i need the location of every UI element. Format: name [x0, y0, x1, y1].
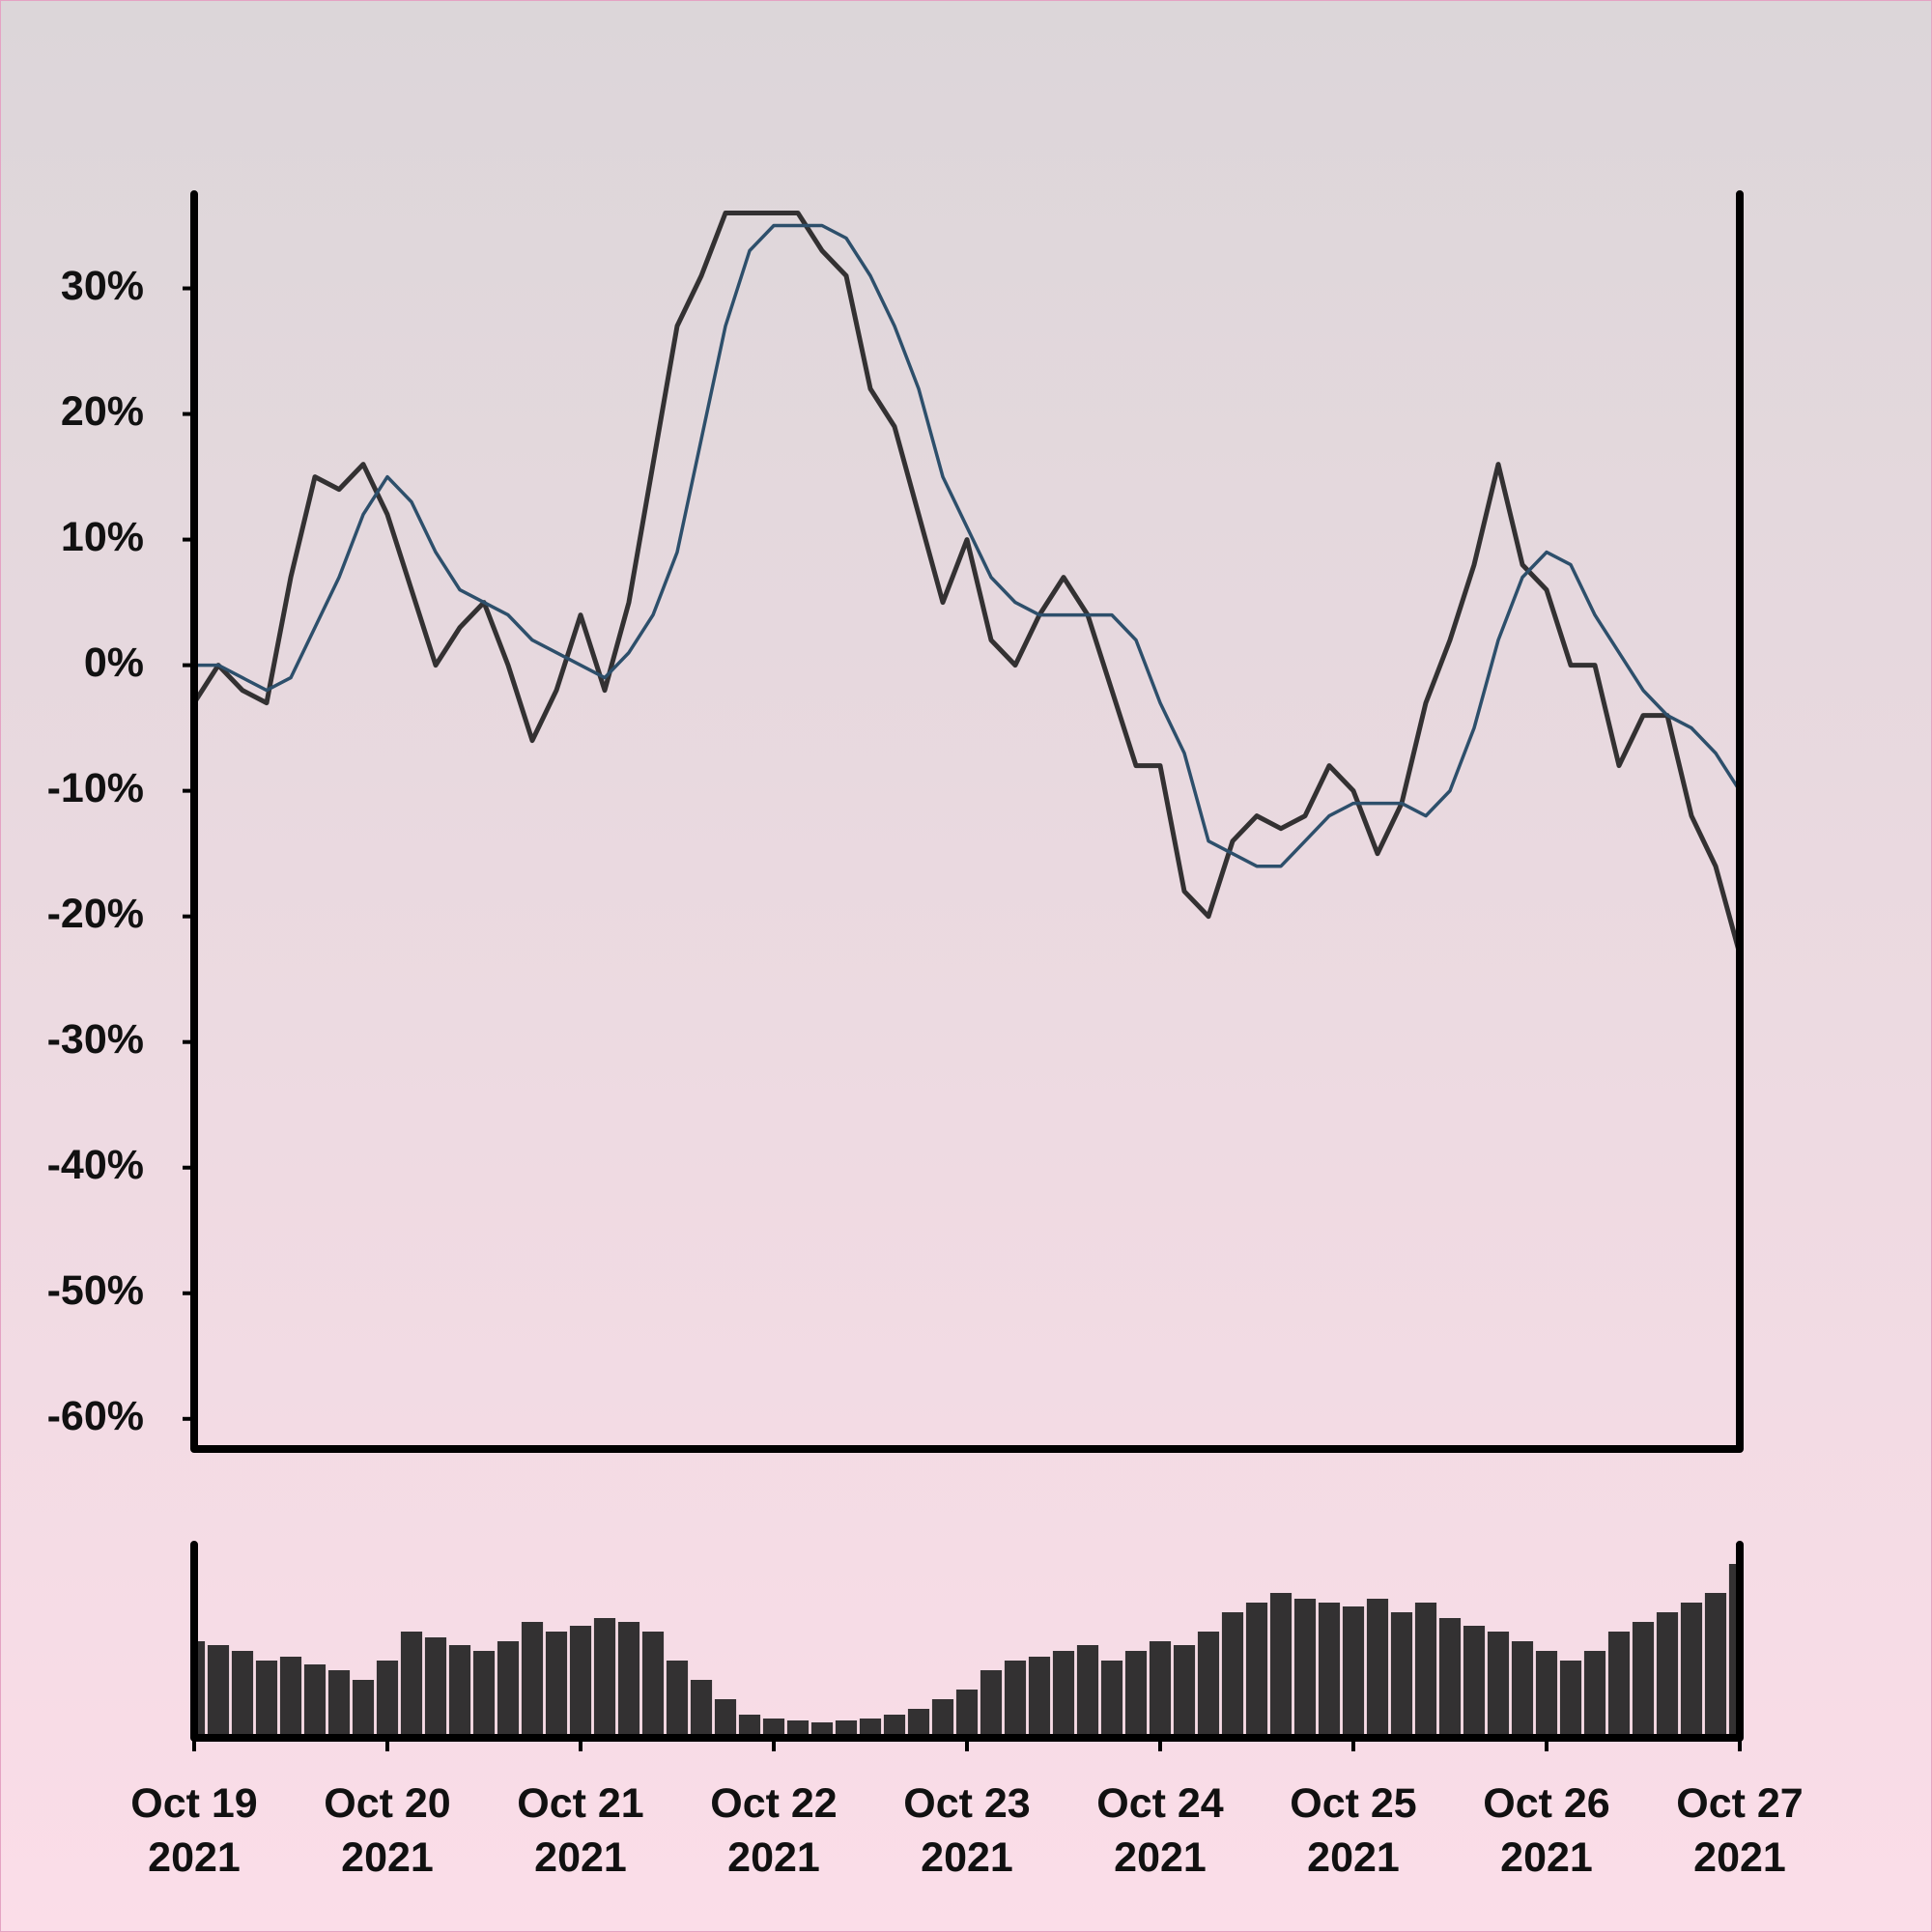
y-tick-label: -40%	[47, 1142, 144, 1188]
axes: -60% -50% -40% -30% -20% -10% 0% 10% 20% 30%	[47, 190, 1744, 1751]
volume-bar	[1390, 1612, 1413, 1738]
volume-bar	[786, 1720, 810, 1738]
volume-bar	[738, 1715, 761, 1738]
volume-bar	[1607, 1632, 1631, 1738]
volume-bar	[883, 1715, 906, 1738]
volume-bar	[521, 1622, 544, 1738]
volume-bar	[980, 1670, 1003, 1738]
volume-bar	[194, 1641, 206, 1738]
volume-bar	[641, 1632, 665, 1738]
x-tick-label: Oct 20 2021	[324, 1780, 451, 1881]
volume-bar	[762, 1719, 785, 1738]
x-tick-label: Oct 23 2021	[903, 1780, 1031, 1881]
volume-bar	[593, 1618, 616, 1738]
x-tick-label: Oct 26 2021	[1483, 1780, 1610, 1881]
volume-bar	[255, 1661, 278, 1738]
volume-bar	[1632, 1622, 1655, 1738]
x-tick-label: Oct 27 2021	[1676, 1780, 1804, 1881]
volume-bar	[497, 1641, 520, 1738]
y-tick-label: 30%	[61, 263, 144, 309]
volume-bar	[472, 1651, 496, 1738]
volume-bar	[545, 1632, 568, 1738]
y-tick-label: -10%	[47, 765, 144, 811]
volume-bar	[1342, 1606, 1365, 1738]
y-tick-label: 10%	[61, 514, 144, 560]
volume-bar	[1511, 1641, 1534, 1738]
volume-bar	[1173, 1645, 1196, 1738]
series-line	[194, 223, 1740, 868]
volume-bar	[1656, 1612, 1679, 1738]
volume-bar	[931, 1699, 954, 1738]
volume-bar	[1197, 1632, 1220, 1738]
volume-bar	[1100, 1661, 1123, 1738]
volume-bar	[1414, 1603, 1437, 1738]
volume-bar	[1052, 1651, 1075, 1738]
volume-bar	[327, 1670, 351, 1738]
volume-bar	[303, 1664, 327, 1738]
y-tick-label: 0%	[84, 639, 144, 686]
volume-bar	[1728, 1564, 1740, 1738]
volume-bar	[1028, 1657, 1051, 1738]
volume-bar	[1366, 1599, 1389, 1738]
volume-bar	[859, 1719, 882, 1738]
volume-bar	[1438, 1618, 1462, 1738]
volume-bar	[448, 1645, 471, 1738]
volume-bar	[352, 1680, 375, 1738]
volume-bar	[714, 1699, 737, 1738]
volume-bar	[1583, 1651, 1606, 1738]
volume-bar	[376, 1661, 399, 1738]
volume-bar	[231, 1651, 254, 1738]
volume-bar	[424, 1637, 447, 1738]
y-tick-label: -30%	[47, 1016, 144, 1063]
volume-bar	[1463, 1626, 1486, 1738]
main-frame	[190, 190, 1744, 1453]
series-line	[194, 211, 1740, 955]
x-tick-label: Oct 25 2021	[1290, 1780, 1417, 1881]
volume-bar	[1149, 1641, 1172, 1738]
volume-plot	[194, 1564, 1740, 1738]
y-tick-label: -60%	[47, 1393, 144, 1439]
y-tick-label: -50%	[47, 1267, 144, 1314]
volume-bar	[1076, 1645, 1099, 1738]
x-tick-label: Oct 21 2021	[517, 1780, 644, 1881]
price-plot	[194, 211, 1740, 955]
volume-bar	[1221, 1612, 1244, 1738]
volume-bar	[1680, 1603, 1703, 1738]
volume-bar	[207, 1645, 230, 1738]
volume-bar	[835, 1720, 858, 1738]
volume-bar	[1124, 1651, 1148, 1738]
volume-bar	[955, 1690, 979, 1738]
volume-bar	[1559, 1661, 1582, 1738]
volume-bar	[1487, 1632, 1510, 1738]
volume-bar	[1245, 1603, 1268, 1738]
volume-bar	[690, 1680, 713, 1738]
y-tick-label: -20%	[47, 891, 144, 937]
x-tick-label: Oct 24 2021	[1096, 1780, 1224, 1881]
volume-bar	[907, 1709, 930, 1738]
volume-bar	[279, 1657, 302, 1738]
volume-bar	[617, 1622, 640, 1738]
volume-bar	[1293, 1599, 1317, 1738]
volume-bar	[1704, 1593, 1727, 1738]
volume-bar	[1535, 1651, 1558, 1738]
volume-bar	[400, 1632, 423, 1738]
x-tick-label: Oct 22 2021	[710, 1780, 838, 1881]
volume-bar	[569, 1626, 592, 1738]
volume-bar	[1004, 1661, 1027, 1738]
volume-bar	[666, 1661, 689, 1738]
volume-bar	[1269, 1593, 1293, 1738]
volume-bar	[1318, 1603, 1341, 1738]
x-tick-label: Oct 19 2021	[130, 1780, 258, 1881]
y-tick-label: 20%	[61, 388, 144, 435]
